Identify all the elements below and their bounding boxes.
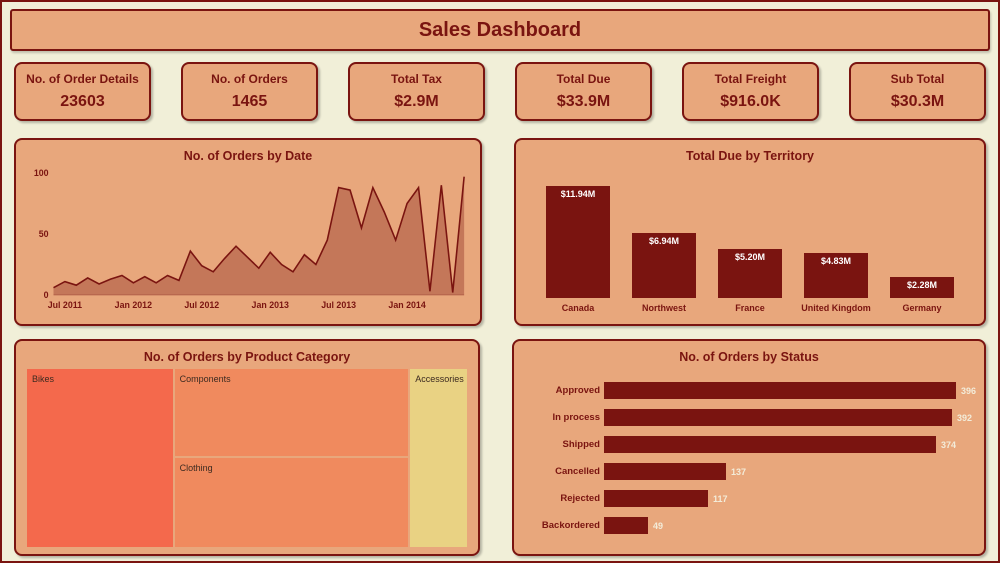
x-axis-tick-label: Jan 2014 — [388, 300, 425, 310]
orders-by-product-category-title: No. of Orders by Product Category — [143, 350, 351, 364]
territory-value-label: $11.94M — [560, 189, 596, 199]
kpi-value: 1465 — [231, 93, 268, 110]
status-value-label: 137 — [731, 466, 747, 477]
territory-value-label: $6.94M — [648, 236, 680, 246]
x-axis-tick-label: Jul 2011 — [48, 300, 82, 310]
status-category-label: Cancelled — [555, 466, 600, 477]
territory-column-canada: $11.94M Canada — [546, 186, 610, 315]
charts-row-bottom: No. of Orders by Product Category Bikes C… — [14, 339, 986, 556]
status-bar[interactable] — [604, 517, 648, 534]
x-axis-tick-label: Jul 2013 — [321, 300, 356, 310]
product-category-treemap: Bikes Components Clothing Accessories — [26, 368, 468, 548]
kpi-value: $33.9M — [556, 93, 611, 110]
kpi-value: $30.3M — [890, 93, 945, 110]
treemap-cell-label: Accessories — [415, 374, 464, 384]
kpi-value: $2.9M — [394, 93, 439, 110]
territory-bar[interactable]: $5.20M — [718, 249, 782, 298]
orders-by-status-title: No. of Orders by Status — [679, 350, 819, 364]
territory-value-label: $2.28M — [906, 280, 938, 290]
status-category-label: Rejected — [560, 493, 600, 504]
orders-by-product-category-panel: No. of Orders by Product Category Bikes C… — [14, 339, 480, 556]
kpi-card-total-due[interactable]: Total Due $33.9M — [515, 62, 652, 121]
treemap-cell-accessories[interactable]: Accessories — [409, 368, 468, 548]
territory-category-label: Northwest — [641, 303, 686, 313]
kpi-row: No. of Order Details 23603 No. of Orders 14… — [14, 62, 986, 121]
orders-by-status-panel: No. of Orders by Status Approved 396 In pr… — [512, 339, 986, 556]
kpi-card-no-of-orders[interactable]: No. of Orders 1465 — [181, 62, 318, 121]
status-row-rejected: Rejected 117 — [526, 490, 974, 507]
kpi-value: $916.0K — [720, 93, 781, 110]
orders-by-date-title: No. of Orders by Date — [183, 149, 313, 163]
y-axis-tick-label: 50 — [39, 229, 49, 239]
dashboard-header: Sales Dashboard — [10, 9, 990, 51]
treemap-cell-label: Components — [179, 374, 231, 384]
total-due-by-territory-panel: Total Due by Territory $11.94M Canada $6.9… — [514, 138, 986, 326]
status-value-label: 374 — [941, 439, 957, 450]
status-bar[interactable] — [604, 409, 952, 426]
total-due-by-territory-title: Total Due by Territory — [685, 149, 815, 163]
status-row-backordered: Backordered 49 — [526, 517, 974, 534]
charts-row-top: No. of Orders by Date 0 50 100 Jul 2011 Jan … — [14, 138, 986, 326]
territory-category-label: United Kingdom — [801, 303, 871, 313]
territory-bar[interactable]: $11.94M — [546, 186, 610, 298]
treemap-cell-bikes[interactable]: Bikes — [26, 368, 174, 548]
page-title: Sales Dashboard — [418, 18, 582, 41]
territory-category-label: Germany — [902, 303, 942, 313]
territory-bar[interactable]: $6.94M — [632, 233, 696, 298]
kpi-label: Sub Total — [890, 72, 945, 86]
status-row-cancelled: Cancelled 137 — [526, 463, 974, 480]
status-value-label: 49 — [653, 520, 664, 531]
kpi-label: Total Due — [556, 72, 611, 86]
status-row-shipped: Shipped 374 — [526, 436, 974, 453]
kpi-card-total-freight[interactable]: Total Freight $916.0K — [682, 62, 819, 121]
treemap-cell-components[interactable]: Components — [173, 368, 410, 458]
status-category-label: Backordered — [541, 520, 600, 531]
kpi-value: 23603 — [60, 93, 105, 110]
sales-dashboard-page: Sales Dashboard No. of Order Details 2360… — [2, 9, 998, 556]
orders-by-date-panel: No. of Orders by Date 0 50 100 Jul 2011 Jan … — [14, 138, 483, 326]
y-axis-tick-label: 0 — [44, 290, 49, 300]
territory-category-label: Canada — [561, 303, 595, 313]
status-row-in-process: In process 392 — [526, 409, 974, 426]
kpi-label: No. of Orders — [211, 72, 288, 86]
treemap-cell-label: Bikes — [32, 374, 55, 384]
status-bar[interactable] — [604, 463, 726, 480]
status-value-label: 396 — [961, 385, 977, 396]
x-axis-tick-label: Jan 2013 — [252, 300, 289, 310]
area-line — [53, 176, 465, 293]
territory-column-germany: $2.28M Germany — [890, 277, 954, 315]
status-row-approved: Approved 396 — [526, 382, 977, 399]
treemap-cell-clothing[interactable]: Clothing — [173, 457, 410, 548]
territory-value-label: $4.83M — [820, 256, 852, 266]
kpi-label: No. of Order Details — [26, 72, 139, 86]
kpi-card-total-tax[interactable]: Total Tax $2.9M — [348, 62, 485, 121]
kpi-label: Total Freight — [714, 72, 787, 86]
total-due-by-territory-chart: $11.94M Canada $6.94M Northwest $5.20M France… — [526, 165, 974, 315]
status-value-label: 117 — [713, 493, 728, 504]
status-bar[interactable] — [604, 436, 936, 453]
orders-by-date-area-chart[interactable]: 0 50 100 Jul 2011 Jan 2012 Jul 2012 Jan 2013 Ju… — [26, 165, 470, 315]
area-fill — [53, 176, 465, 295]
territory-column-northwest: $6.94M Northwest — [632, 233, 696, 315]
kpi-card-no-of-order-details[interactable]: No. of Order Details 23603 — [14, 62, 151, 121]
treemap-cell-label: Clothing — [179, 463, 213, 474]
territory-column-france: $5.20M France — [718, 249, 782, 315]
kpi-label: Total Tax — [391, 72, 442, 86]
y-axis-tick-label: 100 — [34, 168, 49, 178]
orders-by-status-chart: Approved 396 In process 392 Shipped 374 Cancel… — [524, 382, 977, 534]
territory-bar[interactable]: $2.28M — [890, 277, 954, 298]
status-bar[interactable] — [604, 382, 956, 399]
x-axis-tick-label: Jul 2012 — [184, 300, 219, 310]
status-category-label: Approved — [555, 385, 600, 396]
kpi-card-sub-total[interactable]: Sub Total $30.3M — [849, 62, 986, 121]
territory-column-united-kingdom: $4.83M United Kingdom — [801, 253, 871, 315]
x-axis-tick-label: Jan 2012 — [115, 300, 152, 310]
status-value-label: 392 — [957, 412, 973, 423]
status-category-label: Shipped — [562, 439, 600, 450]
status-category-label: In process — [552, 412, 600, 423]
territory-category-label: France — [735, 303, 765, 313]
territory-bar[interactable]: $4.83M — [804, 253, 868, 298]
status-bar[interactable] — [604, 490, 708, 507]
territory-value-label: $5.20M — [734, 252, 766, 262]
